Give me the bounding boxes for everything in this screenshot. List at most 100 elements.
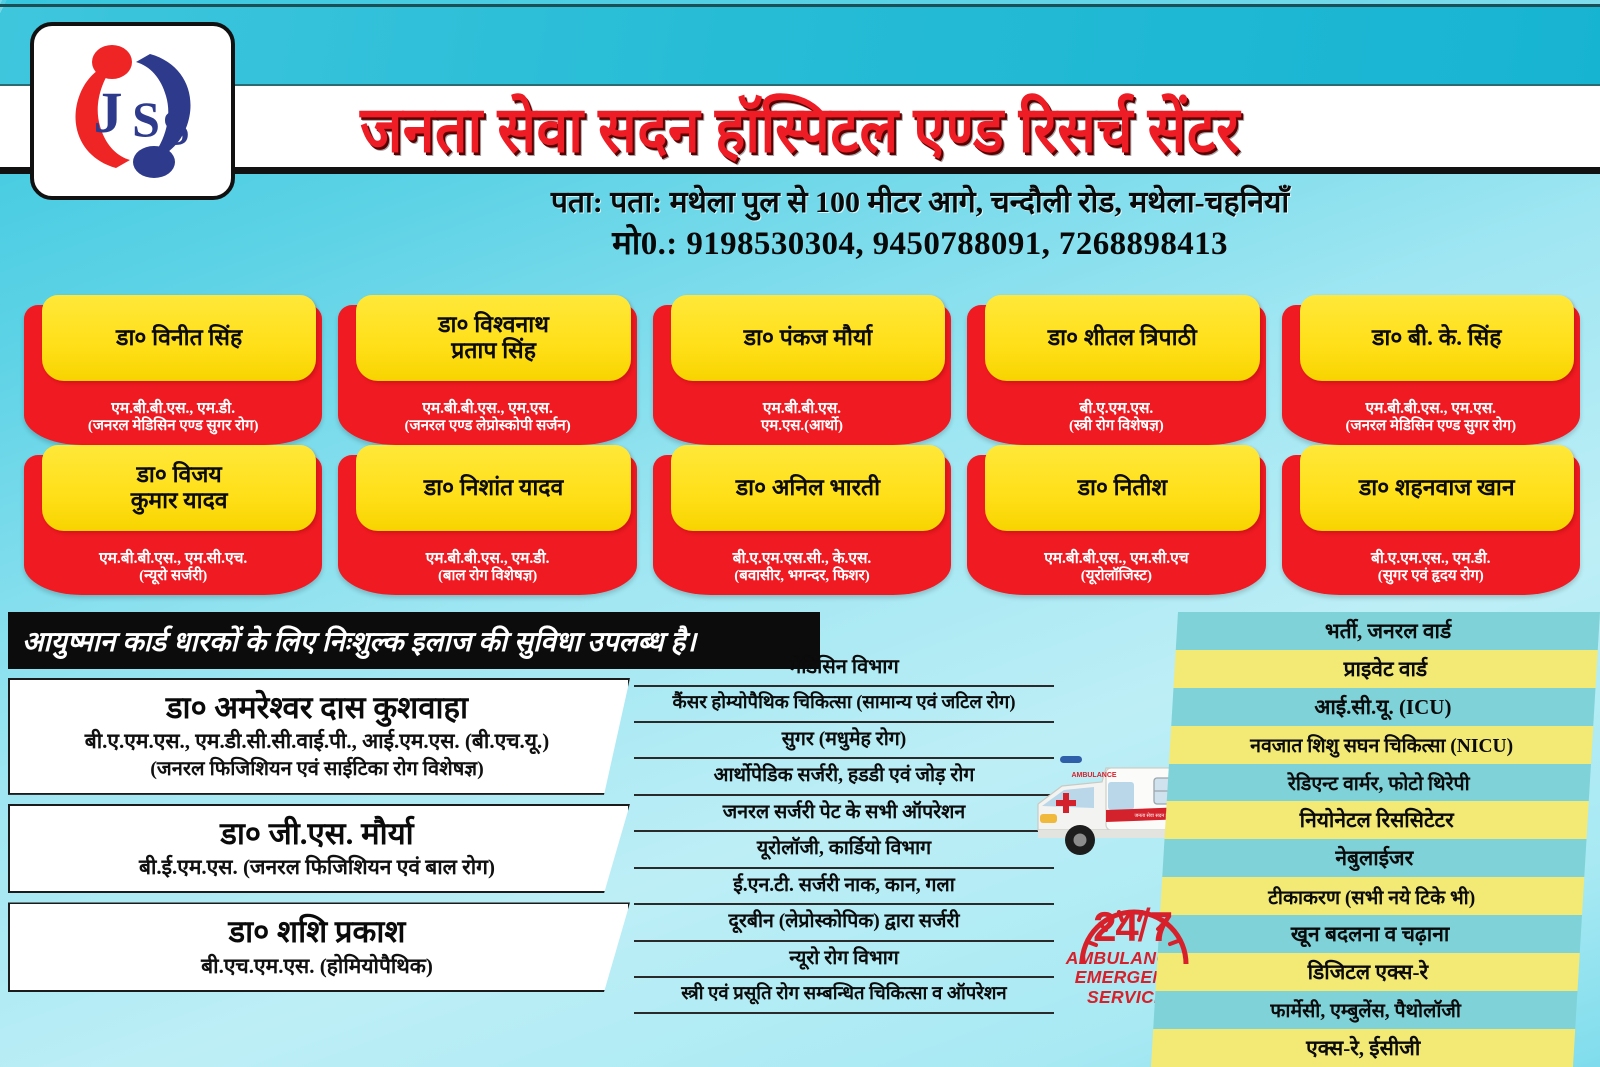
- facility-item: रेडिएन्ट वार्मर, फोटो थिरेपी: [1166, 763, 1591, 802]
- facilities-list: भर्ती, जनरल वार्ड प्राइवेट वार्ड आई.सी.य…: [1150, 612, 1600, 1067]
- doctor-credentials: एम.बी.बी.एस., एम.डी. (बाल रोग विशेषज्ञ): [338, 550, 636, 586]
- svg-text:S: S: [162, 99, 190, 155]
- doctor-card: डा० नितीश एम.बी.बी.एस., एम.सी.एच (यूरोलॉ…: [967, 445, 1266, 595]
- gauge-icon: [1079, 909, 1189, 965]
- svg-text:जनता सेवा सदन हॉस्पिटल: जनता सेवा सदन हॉस्पिटल: [1134, 812, 1182, 819]
- phone-line: मो0.: 9198530304, 9450788091, 7268898413: [612, 226, 1228, 263]
- left-doctor-name: डा० शशि प्रकाश: [228, 914, 406, 950]
- facility-item: फार्मेसी, एम्बुलेंस, पैथोलॉजी: [1153, 990, 1578, 1029]
- doctor-degree: बी.ए.एम.एस., एम.डी.: [1371, 550, 1491, 568]
- doctor-name: डा० शहनवाज खान: [1358, 474, 1515, 500]
- doctor-card: डा० अनिल भारती बी.ए.एम.एस.सी., के.एस. (ब…: [652, 445, 952, 595]
- facility-item: नियोनेटल रिससिटेटर: [1164, 801, 1589, 840]
- doctor-degree: एम.बी.बी.एस., एम.सी.एच: [1044, 550, 1189, 568]
- doctor-credentials: एम.बी.बी.एस., एम.एस. (जनरल एण्ड लेप्रोस्…: [338, 400, 636, 436]
- doctor-degree: बी.ए.एम.एस.: [1079, 400, 1154, 418]
- doctor-speciality: (जनरल एण्ड लेप्रोस्कोपी सर्जन): [404, 418, 571, 435]
- doctor-degree: एम.बी.बी.एस., एम.एस.: [422, 400, 553, 418]
- hospital-title: जनता सेवा सदन हॉस्पिटल एण्ड रिसर्च सेंटर: [360, 95, 1240, 166]
- jss-logo-icon: J S S: [75, 45, 190, 178]
- facility-item: प्राइवेट वार्ड: [1173, 649, 1598, 688]
- doctor-credentials: बी.ए.एम.एस.सी., के.एस. (बवासीर, भगन्दर, …: [653, 550, 951, 586]
- left-doctor-panel: डा० अमरेश्वर दास कुशवाहा बी.ए.एम.एस., एम…: [8, 678, 630, 795]
- doctor-credentials: एम.बी.बी.एस., एम.एस. (जनरल मेडिसिन एण्ड …: [1282, 400, 1580, 436]
- left-doctor-name: डा० जी.एस. मौर्या: [220, 815, 414, 851]
- left-doctor-panel: डा० शशि प्रकाश बी.एच.एम.एस. (होमियोपैथिक…: [8, 902, 630, 992]
- title-strip: जनता सेवा सदन हॉस्पिटल एण्ड रिसर्च सेंटर: [0, 86, 1600, 174]
- doctor-name-plate: डा० विश्वनाथ प्रताप सिंह: [356, 295, 631, 381]
- left-doctor-name: डा० अमरेश्वर दास कुशवाहा: [165, 690, 469, 725]
- doctor-speciality: (न्यूरो सर्जरी): [139, 568, 208, 585]
- doctor-credentials: बी.ए.एम.एस., एम.डी. (सुगर एवं हृदय रोग): [1282, 550, 1580, 586]
- doctor-degree: एम.बी.बी.एस., एम.डी.: [425, 550, 550, 568]
- facility-item: एक्स-रे, ईसीजी: [1150, 1028, 1576, 1067]
- left-doctor-panels: डा० अमरेश्वर दास कुशवाहा बी.ए.एम.एस., एम…: [8, 678, 630, 1001]
- doctor-degree: बी.ए.एम.एस.सी., के.एस.: [732, 550, 872, 568]
- doctor-name-plate: डा० निशांत यादव: [356, 445, 631, 531]
- doctor-speciality: एम.एस.(आर्थो): [760, 418, 843, 435]
- service-item: न्यूरो रोग विभाग: [634, 942, 1054, 978]
- svg-text:AMBULANCE: AMBULANCE: [1071, 772, 1116, 779]
- service-item: यूरोलॉजी, कार्डियो विभाग: [634, 832, 1054, 869]
- facility-item: भर्ती, जनरल वार्ड: [1175, 612, 1600, 650]
- doctor-name: डा० विश्वनाथ प्रताप सिंह: [438, 311, 549, 363]
- doctor-speciality: (बाल रोग विशेषज्ञ): [437, 568, 538, 585]
- svg-text:J: J: [93, 80, 122, 145]
- doctor-speciality: (जनरल मेडिसिन एण्ड सुगर रोग): [1345, 418, 1517, 435]
- doctor-credentials: एम.बी.बी.एस., एम.डी. (जनरल मेडिसिन एण्ड …: [24, 400, 322, 436]
- doctor-card: डा० विजय कुमार यादव एम.बी.बी.एस., एम.सी.ए…: [24, 445, 323, 595]
- doctor-card: डा० शहनवाज खान बी.ए.एम.एस., एम.डी. (सुगर…: [1281, 445, 1580, 595]
- service-item: आर्थोपेडिक सर्जरी, हडडी एवं जोड़ रोग: [634, 759, 1054, 796]
- service-item: सुगर (मधुमेह रोग): [634, 723, 1054, 759]
- doctor-name: डा० बी. के. सिंह: [1372, 324, 1502, 350]
- doctor-card: डा० विनीत सिंह एम.बी.बी.एस., एम.डी. (जनर…: [24, 295, 323, 445]
- left-doctor-panel: डा० जी.एस. मौर्या बी.ई.एम.एस. (जनरल फिजि…: [8, 804, 630, 894]
- doctor-degree: एम.बी.बी.एस., एम.डी.: [111, 400, 236, 418]
- service-item: जनरल सर्जरी पेट के सभी ऑपरेशन: [634, 796, 1054, 832]
- doctor-cards-grid: डा० विनीत सिंह एम.बी.बी.एस., एम.डी. (जनर…: [24, 295, 1580, 595]
- facility-item: डिजिटल एक्स-रे: [1155, 953, 1580, 991]
- doctor-credentials: बी.ए.एम.एस. (स्त्री रोग विशेषज्ञ): [967, 400, 1265, 436]
- doctor-speciality: (जनरल मेडिसिन एण्ड सुगर रोग): [87, 418, 259, 435]
- doctor-card: डा० पंकज मौर्या एम.बी.बी.एस. एम.एस.(आर्थ…: [652, 295, 952, 445]
- logo-box: J S S: [30, 22, 235, 200]
- medical-services-list: मेडिसिन विभाग कैंसर होम्योपैथिक चिकित्सा…: [634, 650, 1054, 1014]
- doctor-speciality: (सुगर एवं हृदय रोग): [1377, 568, 1484, 585]
- ayushman-banner: आयुष्मान कार्ड धारकों के लिए निःशुल्क इल…: [8, 612, 820, 669]
- doctor-card: डा० निशांत यादव एम.बी.बी.एस., एम.डी. (बा…: [338, 445, 637, 595]
- doctor-speciality: (बवासीर, भगन्दर, फिशर): [734, 568, 870, 585]
- facility-item: नवजात शिशु सघन चिकित्सा (NICU): [1168, 725, 1594, 764]
- doctor-speciality: (स्त्री रोग विशेषज्ञ): [1069, 418, 1164, 435]
- doctor-name: डा० पंकज मौर्या: [743, 324, 873, 350]
- svg-text:S: S: [132, 91, 160, 147]
- header-band: [0, 4, 1600, 86]
- facility-item: आई.सी.यू. (ICU): [1171, 687, 1596, 726]
- doctor-credentials: एम.बी.बी.एस., एम.सी.एच. (न्यूरो सर्जरी): [24, 550, 322, 586]
- doctor-credentials: एम.बी.बी.एस. एम.एस.(आर्थो): [653, 400, 951, 436]
- doctor-name: डा० विजय कुमार यादव: [130, 461, 228, 513]
- left-doctor-degree: बी.एच.एम.एस. (होमियोपैथिक): [201, 953, 433, 978]
- left-doctor-degree: बी.ई.एम.एस. (जनरल फिजिशियन एवं बाल रोग): [138, 855, 496, 880]
- doctor-name-plate: डा० विजय कुमार यादव: [42, 445, 317, 531]
- doctor-card: डा० बी. के. सिंह एम.बी.बी.एस., एम.एस. (ज…: [1281, 295, 1580, 445]
- doctor-name: डा० निशांत यादव: [423, 474, 564, 500]
- facility-item: नेबुलाईजर: [1162, 839, 1587, 878]
- doctor-name: डा० विनीत सिंह: [116, 324, 243, 350]
- doctor-degree: एम.बी.बी.एस., एम.एस.: [1365, 400, 1497, 418]
- doctor-name-plate: डा० विनीत सिंह: [42, 295, 317, 381]
- doctor-card: डा० विश्वनाथ प्रताप सिंह एम.बी.बी.एस., एम…: [338, 295, 637, 445]
- address-block: पता: पता: मथेला पुल से 100 मीटर आगे, चन्…: [250, 182, 1590, 266]
- doctor-name-plate: डा० शीतल त्रिपाठी: [985, 295, 1260, 381]
- doctor-name-plate: डा० बी. के. सिंह: [1299, 295, 1574, 381]
- doctor-name: डा० अनिल भारती: [735, 474, 881, 500]
- left-doctor-speciality: (जनरल फिजिशियन एवं साईटिका रोग विशेषज्ञ): [150, 757, 484, 780]
- badge-number: 24/7: [1093, 899, 1173, 951]
- service-item: मेडिसिन विभाग: [634, 650, 1054, 687]
- doctor-card: डा० शीतल त्रिपाठी बी.ए.एम.एस. (स्त्री रो…: [967, 295, 1266, 445]
- service-item: स्त्री एवं प्रसूति रोग सम्बन्धित चिकित्स…: [634, 978, 1054, 1014]
- doctor-name-plate: डा० शहनवाज खान: [1299, 445, 1574, 531]
- doctor-name-plate: डा० अनिल भारती: [670, 445, 946, 531]
- left-doctor-degree: बी.ए.एम.एस., एम.डी.सी.सी.वाई.पी., आई.एम.…: [84, 729, 550, 754]
- doctor-name: डा० शीतल त्रिपाठी: [1047, 324, 1197, 350]
